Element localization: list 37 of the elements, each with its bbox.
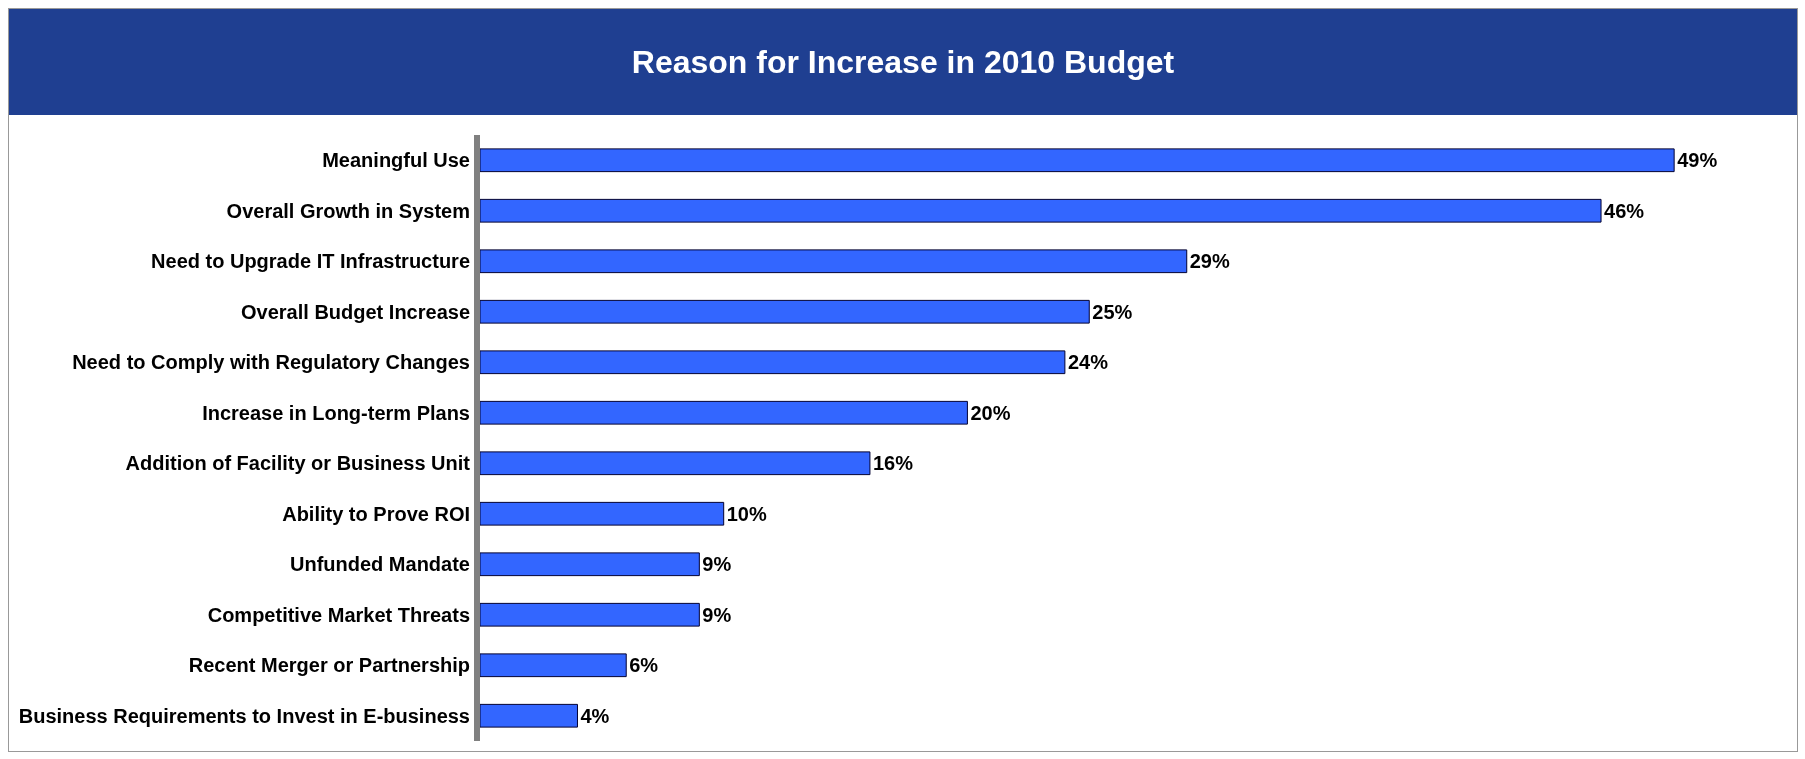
data-label: 25% <box>1092 300 1133 323</box>
y-tick-label: Meaningful Use <box>322 149 470 172</box>
data-label: 10% <box>726 502 767 525</box>
bar <box>480 602 700 627</box>
y-tick-label: Need to Upgrade IT Infrastructure <box>151 250 470 273</box>
data-label: 49% <box>1677 149 1718 172</box>
chart-title: Reason for Increase in 2010 Budget <box>9 9 1797 115</box>
bar <box>480 249 1188 274</box>
bar <box>480 653 627 678</box>
bar <box>480 350 1066 375</box>
bar <box>480 148 1675 173</box>
data-label: 9% <box>702 553 732 576</box>
y-tick-label: Need to Comply with Regulatory Changes <box>72 351 470 374</box>
bar <box>480 198 1602 223</box>
data-label: 16% <box>872 452 914 475</box>
y-tick-label: Addition of Facility or Business Unit <box>125 452 471 475</box>
y-tick-label: Overall Growth in System <box>226 199 470 222</box>
bar <box>480 552 700 577</box>
y-tick-label: Business Requirements to Invest in E-business <box>18 704 470 727</box>
data-label: 6% <box>629 654 659 677</box>
data-label: 24% <box>1067 351 1109 374</box>
y-tick-label: Unfunded Mandate <box>290 553 470 576</box>
data-label: 9% <box>702 603 732 626</box>
y-tick-label: Ability to Prove ROI <box>282 502 470 525</box>
bar <box>480 703 578 728</box>
y-tick-label: Competitive Market Threats <box>207 603 470 626</box>
bar <box>480 400 968 425</box>
bar <box>480 501 725 526</box>
bar <box>480 299 1090 324</box>
data-label: 4% <box>580 704 610 727</box>
y-tick-label: Recent Merger or Partnership <box>188 654 470 677</box>
y-tick-label: Increase in Long-term Plans <box>202 401 470 424</box>
data-label: 46% <box>1604 199 1645 222</box>
data-label: 20% <box>970 401 1011 424</box>
data-label: 29% <box>1189 250 1230 273</box>
bar <box>480 451 871 476</box>
y-tick-label: Overall Budget Increase <box>241 300 470 323</box>
